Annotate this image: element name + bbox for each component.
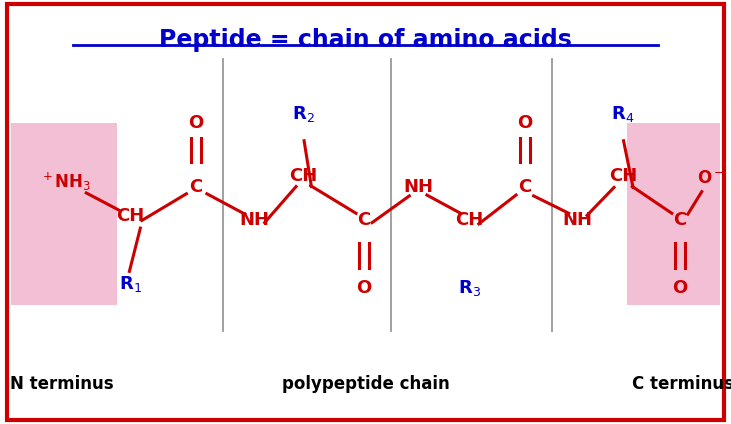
Text: CH: CH xyxy=(289,167,317,185)
Text: R$_3$: R$_3$ xyxy=(458,278,481,298)
Text: O: O xyxy=(673,279,687,297)
Text: O$^-$: O$^-$ xyxy=(697,169,724,187)
Text: CH: CH xyxy=(609,167,637,185)
Text: O: O xyxy=(518,114,532,132)
Text: CH: CH xyxy=(116,207,144,225)
Text: NH: NH xyxy=(403,178,433,195)
Text: NH: NH xyxy=(239,212,270,229)
Text: C: C xyxy=(357,212,371,229)
Text: polypeptide chain: polypeptide chain xyxy=(281,375,450,393)
Text: $^+$NH$_3$: $^+$NH$_3$ xyxy=(40,171,91,193)
Text: C: C xyxy=(518,178,531,195)
Bar xyxy=(11,123,117,305)
Text: CH: CH xyxy=(455,212,483,229)
Text: N terminus: N terminus xyxy=(10,375,114,393)
Text: R$_2$: R$_2$ xyxy=(292,104,315,125)
Text: R$_4$: R$_4$ xyxy=(611,104,635,125)
Text: C: C xyxy=(673,212,686,229)
Text: C: C xyxy=(189,178,202,195)
Text: R$_1$: R$_1$ xyxy=(118,274,142,294)
Text: C terminus: C terminus xyxy=(632,375,731,393)
Text: Peptide = chain of amino acids: Peptide = chain of amino acids xyxy=(159,28,572,52)
Text: O: O xyxy=(189,114,203,132)
Text: NH: NH xyxy=(562,212,593,229)
Text: O: O xyxy=(357,279,371,297)
Bar xyxy=(627,123,720,305)
